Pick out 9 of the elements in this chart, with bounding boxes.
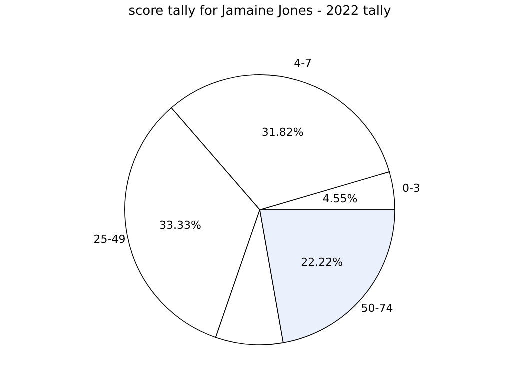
data-label: 31.82%	[262, 126, 304, 140]
chart-title: score tally for Jamaine Jones - 2022 tally	[128, 4, 392, 19]
data-label: 22.22%	[301, 256, 344, 269]
slice-label: 0-3	[402, 182, 420, 196]
data-label: 33.33%	[159, 219, 202, 232]
slice-label: 50-74	[361, 302, 394, 316]
data-label: 4.55%	[322, 192, 358, 206]
slice-label: 4-7	[294, 57, 312, 70]
slice-label: 25-49	[94, 232, 126, 246]
